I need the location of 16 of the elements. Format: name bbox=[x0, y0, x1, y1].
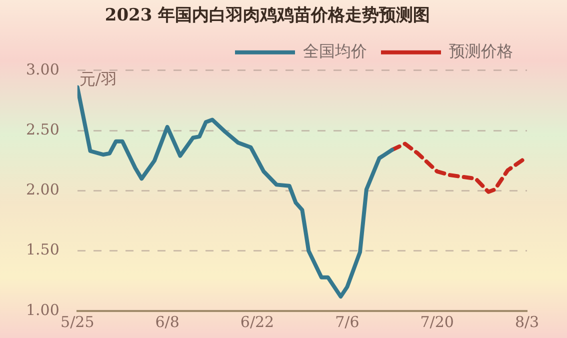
legend-label: 预测价格 bbox=[449, 42, 513, 61]
y-tick-label: 1.00 bbox=[26, 300, 60, 319]
line-series bbox=[390, 142, 527, 194]
y-tick-label: 3.00 bbox=[26, 60, 60, 78]
x-tick-label: 6/22 bbox=[240, 312, 274, 331]
y-tick-label: 1.50 bbox=[26, 240, 60, 259]
legend-label: 全国均价 bbox=[303, 42, 367, 61]
chart-title: 2023 年国内白羽肉鸡鸡苗价格走势预测图 bbox=[104, 6, 430, 26]
x-tick-label: 6/8 bbox=[155, 312, 180, 331]
y-tick-label: 2.50 bbox=[26, 120, 60, 138]
y-tick-label: 2.00 bbox=[26, 180, 60, 199]
x-tick-label: 7/6 bbox=[335, 312, 360, 331]
x-tick-label: 5/25 bbox=[60, 312, 94, 331]
y-axis-title: 元/羽 bbox=[79, 70, 117, 89]
x-tick-label: 7/20 bbox=[420, 312, 454, 331]
x-tick-label: 8/3 bbox=[514, 312, 540, 331]
